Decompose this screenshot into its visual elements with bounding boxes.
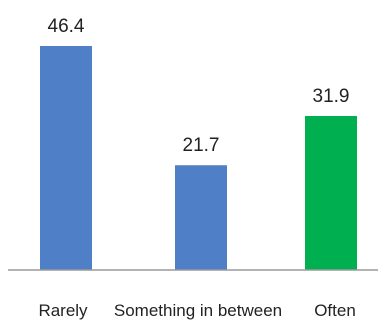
bars-group: 46.4 21.7 31.9 <box>40 16 357 270</box>
data-label-2: 31.9 <box>313 86 350 107</box>
data-label-1: 21.7 <box>183 135 220 156</box>
bar-0 <box>40 46 92 270</box>
x-tick-label-1: Something in between <box>114 301 282 320</box>
data-label-0: 46.4 <box>48 16 85 37</box>
bar-1 <box>175 165 227 270</box>
tick-labels-group: Rarely Something in between Often <box>38 301 355 320</box>
bar-2 <box>305 116 357 270</box>
x-tick-label-2: Often <box>314 301 356 320</box>
x-tick-label-0: Rarely <box>38 301 88 320</box>
